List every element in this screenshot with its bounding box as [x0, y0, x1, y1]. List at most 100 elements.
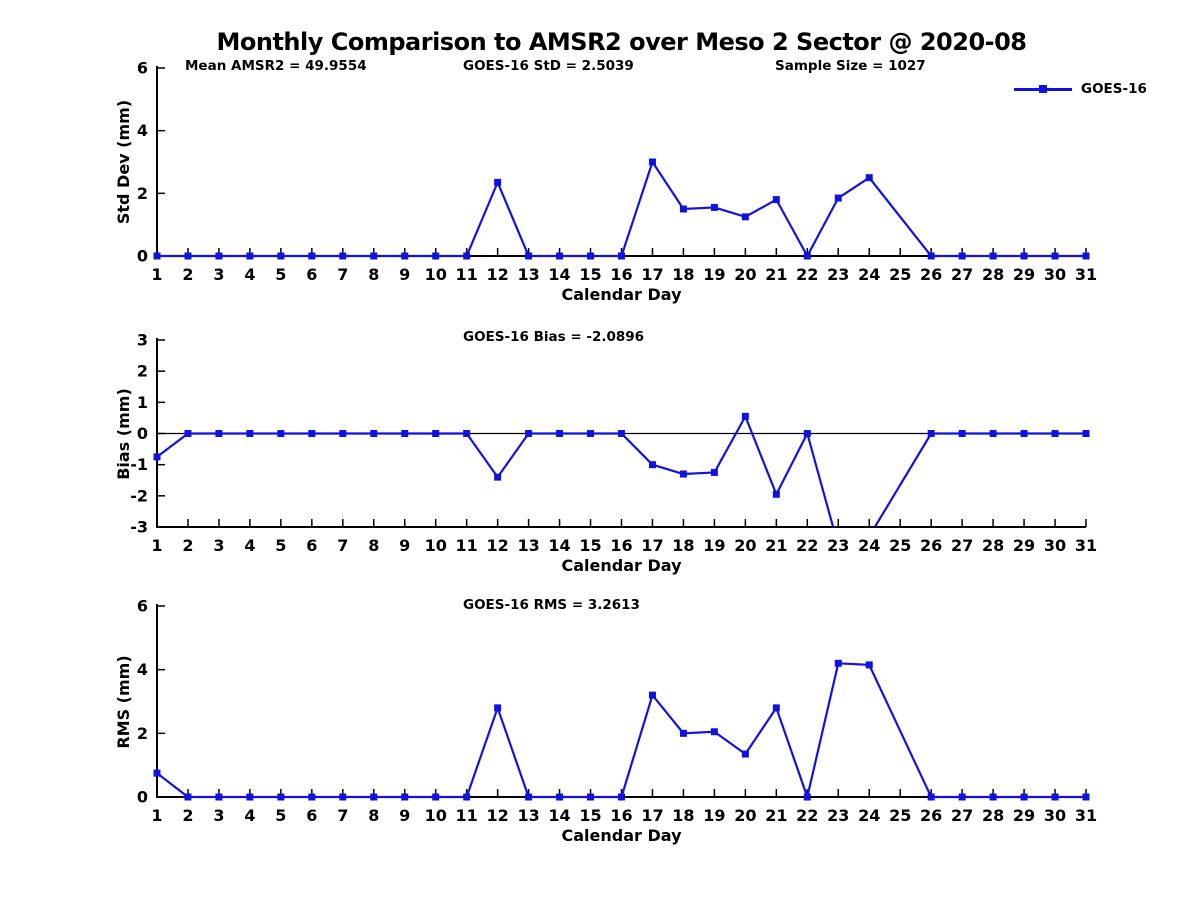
- data-point-marker: [339, 430, 347, 437]
- y-tick-label: 6: [137, 59, 148, 78]
- data-point-marker: [339, 793, 347, 801]
- x-tick-label: 10: [425, 806, 447, 825]
- data-point-marker: [803, 430, 811, 437]
- data-point-marker: [525, 430, 533, 437]
- x-tick-label: 21: [765, 806, 787, 825]
- y-tick-label: 2: [137, 184, 148, 203]
- x-tick-label: 17: [641, 536, 663, 555]
- annotation-sample-size: Sample Size = 1027: [775, 58, 926, 74]
- x-tick-label: 7: [337, 806, 348, 825]
- data-point-marker: [927, 793, 935, 801]
- y-tick-label: 0: [137, 424, 148, 443]
- x-tick-label: 28: [982, 536, 1004, 555]
- data-point-marker: [153, 453, 161, 461]
- data-point-marker: [587, 430, 595, 437]
- data-point-marker: [370, 430, 378, 437]
- data-point-marker: [989, 793, 997, 801]
- legend: GOES-16: [1014, 81, 1147, 97]
- data-point-marker: [679, 470, 687, 478]
- x-tick-label: 19: [703, 536, 725, 555]
- x-tick-label: 6: [306, 806, 317, 825]
- data-point-marker: [710, 468, 718, 476]
- chart-std_dev: 1 2 3 4 5 6 7 8 9 10 11 12 13 14 15 16 17 18 19 20 21 22 23 24 2…: [137, 59, 1097, 285]
- data-point-marker: [277, 793, 285, 801]
- data-point-marker: [370, 252, 378, 260]
- x-tick-label: 19: [703, 265, 725, 284]
- x-tick-label: 5: [275, 806, 286, 825]
- data-point-marker: [494, 704, 502, 712]
- data-point-marker: [1051, 793, 1059, 801]
- data-point-marker: [339, 252, 347, 260]
- x-tick-label: 2: [182, 536, 193, 555]
- x-tick-label: 8: [368, 265, 379, 284]
- data-point-marker: [432, 793, 440, 801]
- x-tick-label: 23: [827, 536, 849, 555]
- x-tick-label: 18: [672, 536, 694, 555]
- data-point-marker: [1082, 252, 1090, 260]
- data-point-marker: [587, 252, 595, 260]
- x-tick-label: 27: [951, 536, 973, 555]
- data-point-marker: [772, 704, 780, 712]
- x-tick-label: 31: [1075, 265, 1097, 284]
- x-tick-label: 20: [734, 265, 756, 284]
- data-point-marker: [865, 661, 873, 669]
- data-point-marker: [308, 430, 316, 437]
- x-tick-label: 18: [672, 806, 694, 825]
- x-tick-label: 6: [306, 536, 317, 555]
- x-tick-label: 24: [858, 265, 880, 284]
- x-tick-label: 25: [889, 806, 911, 825]
- x-tick-label: 14: [548, 536, 570, 555]
- x-tick-label: 12: [487, 536, 509, 555]
- y-tick-label: 0: [137, 247, 148, 266]
- data-point-marker: [1051, 252, 1059, 260]
- data-point-marker: [215, 430, 223, 437]
- data-point-marker: [184, 430, 192, 437]
- data-point-marker: [618, 252, 625, 260]
- data-point-marker: [1082, 793, 1090, 801]
- x-tick-label: 4: [244, 536, 255, 555]
- x-tick-label: 27: [951, 806, 973, 825]
- x-tick-label: 26: [920, 536, 942, 555]
- data-point-marker: [958, 430, 966, 437]
- x-tick-label: 24: [858, 806, 880, 825]
- x-tick-label: 5: [275, 265, 286, 284]
- x-tick-label: 29: [1013, 806, 1035, 825]
- data-point-marker: [556, 430, 564, 437]
- data-point-marker: [989, 252, 997, 260]
- data-point-marker: [432, 430, 440, 437]
- xlabel-calendar-day-top: Calendar Day: [561, 285, 682, 304]
- x-tick-label: 28: [982, 265, 1004, 284]
- data-point-marker: [834, 659, 842, 667]
- legend-line-swatch: [1014, 85, 1072, 93]
- x-tick-label: 4: [244, 806, 255, 825]
- data-point-marker: [556, 252, 564, 260]
- y-tick-label: -3: [130, 518, 148, 537]
- data-point-marker: [246, 793, 254, 801]
- data-point-marker: [525, 793, 533, 801]
- x-tick-label: 15: [579, 265, 601, 284]
- x-tick-label: 27: [951, 265, 973, 284]
- y-tick-label: 4: [137, 660, 148, 679]
- x-tick-label: 14: [548, 806, 570, 825]
- data-point-marker: [277, 430, 285, 437]
- x-tick-label: 28: [982, 806, 1004, 825]
- x-tick-label: 9: [399, 265, 410, 284]
- x-tick-label: 23: [827, 265, 849, 284]
- y-tick-label: 1: [137, 393, 148, 412]
- data-point-marker: [710, 203, 718, 211]
- x-tick-label: 31: [1075, 806, 1097, 825]
- xlabel-calendar-day-bottom: Calendar Day: [561, 826, 682, 845]
- x-tick-label: 30: [1044, 806, 1066, 825]
- y-tick-label: 0: [137, 788, 148, 807]
- data-point-marker: [184, 793, 192, 801]
- x-tick-label: 23: [827, 806, 849, 825]
- y-tick-label: 2: [137, 362, 148, 381]
- data-point-marker: [989, 430, 997, 437]
- x-tick-label: 11: [456, 536, 478, 555]
- x-tick-label: 15: [579, 536, 601, 555]
- data-point-marker: [215, 793, 223, 801]
- x-tick-label: 1: [151, 265, 162, 284]
- data-point-marker: [215, 252, 223, 260]
- x-tick-label: 26: [920, 265, 942, 284]
